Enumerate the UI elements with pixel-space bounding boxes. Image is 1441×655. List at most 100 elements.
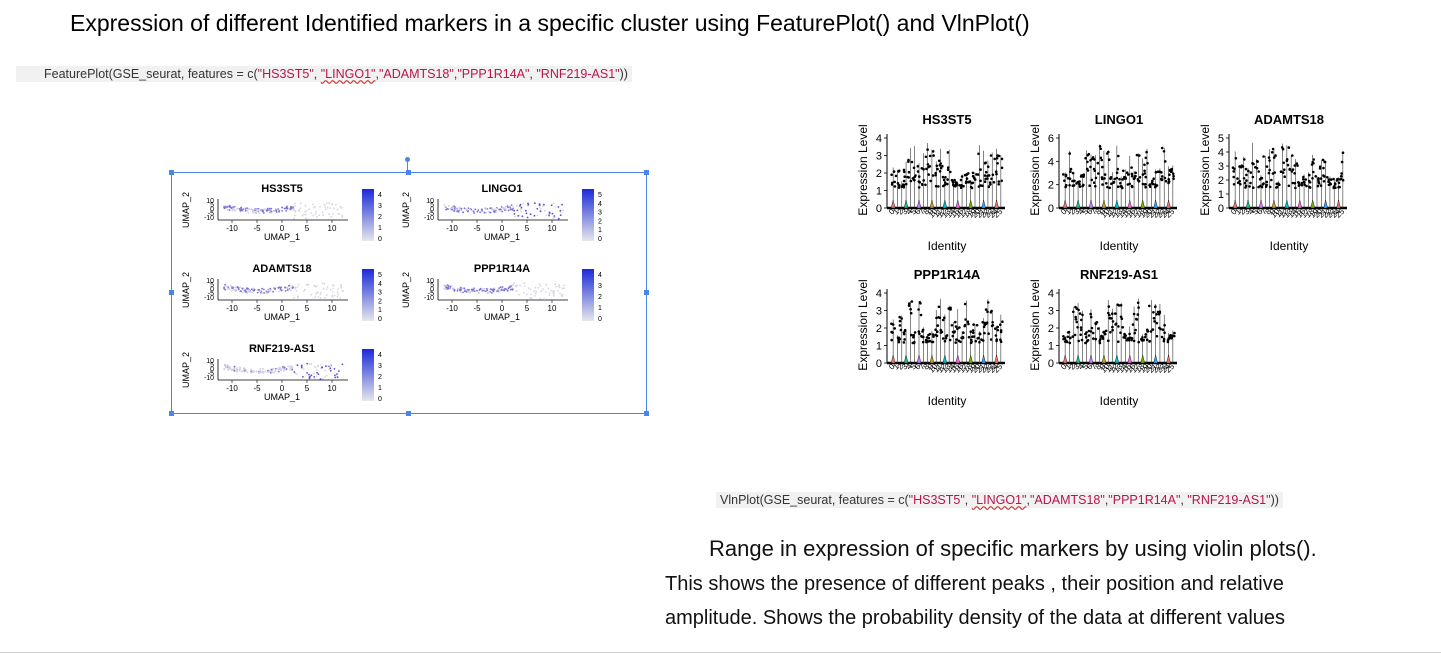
violin-point xyxy=(1124,177,1128,180)
umap-point xyxy=(232,288,235,291)
violin-points xyxy=(917,301,923,336)
featureplot-image[interactable]: HS3ST5 10 5 0 -5 -10 UMAP_2 -10 -5 0 5 10 UMAP_1 4 3 2 1… xyxy=(169,170,649,416)
resize-handle-se[interactable] xyxy=(644,411,649,416)
umap-point xyxy=(290,208,293,211)
resize-handle-s[interactable] xyxy=(406,411,411,416)
violin-point xyxy=(1316,184,1320,188)
umap-point xyxy=(263,208,265,211)
violin-point xyxy=(986,165,990,168)
y-tick-label: 0 xyxy=(430,286,434,293)
violin-point xyxy=(1076,180,1079,184)
code-sep: , xyxy=(1026,493,1030,507)
violin-point xyxy=(913,178,916,182)
y-tick-label: 2 xyxy=(1048,180,1054,192)
violin-points xyxy=(1144,328,1150,342)
violin-points xyxy=(911,166,917,182)
violin-point xyxy=(918,332,921,336)
x-tick-label: 5 xyxy=(1251,207,1261,217)
x-tick-label: 5 xyxy=(1081,207,1091,217)
violin-point xyxy=(1082,173,1086,176)
umap-point xyxy=(262,288,265,291)
violin-point xyxy=(890,322,893,326)
violin-points xyxy=(920,167,927,187)
umap-point xyxy=(325,202,328,204)
umap-point xyxy=(253,371,255,373)
violin-point xyxy=(1308,181,1312,184)
umap-point xyxy=(450,285,453,287)
violin-point xyxy=(955,182,958,185)
violin-point xyxy=(1302,175,1305,179)
umap-point xyxy=(295,290,298,292)
violin-point xyxy=(1319,177,1323,180)
umap-point xyxy=(487,291,489,294)
violin-points xyxy=(1141,163,1147,186)
violin-point xyxy=(958,326,961,329)
umap-point xyxy=(457,210,460,213)
violin-point xyxy=(1124,336,1127,340)
feature-panel-title: PPP1R14A xyxy=(474,263,530,275)
umap-point xyxy=(527,203,530,206)
violin-points xyxy=(994,325,999,343)
violin-point xyxy=(934,333,937,337)
x-tick-label: 5 xyxy=(909,207,919,217)
violin-shape xyxy=(903,354,909,364)
rotate-handle[interactable] xyxy=(405,157,410,162)
umap-point xyxy=(242,291,244,294)
umap-point xyxy=(302,368,305,370)
umap-point xyxy=(472,288,475,291)
violin-shape xyxy=(1140,199,1145,209)
resize-handle-w[interactable] xyxy=(169,290,174,295)
umap-point xyxy=(562,209,565,212)
colorbar-label: 1 xyxy=(598,227,602,234)
umap-point xyxy=(230,289,233,292)
violin-points xyxy=(971,323,979,343)
umap-point xyxy=(560,294,563,296)
colorbar-label: 3 xyxy=(598,283,602,290)
umap-point xyxy=(544,209,546,212)
violin-point xyxy=(1252,186,1255,189)
umap-point xyxy=(483,288,486,290)
violin-point xyxy=(1143,172,1147,175)
violin-points xyxy=(945,306,952,342)
vlnplot-code[interactable]: VlnPlot(GSE_seurat, features = c("HS3ST5… xyxy=(716,492,1283,508)
featureplot-code[interactable]: FeaturePlot(GSE_seurat, features = c("HS… xyxy=(16,66,632,82)
y-tick-label: 1 xyxy=(1218,189,1224,201)
violin-shape xyxy=(929,354,935,364)
violin-points xyxy=(1297,181,1304,187)
umap-point xyxy=(540,208,542,210)
violin-point xyxy=(903,170,906,174)
violin-point xyxy=(984,308,988,311)
umap-point xyxy=(466,210,469,213)
feature-panel-title: LINGO1 xyxy=(482,183,523,195)
umap-point xyxy=(316,216,318,218)
y-tick-label: -10 xyxy=(424,215,434,222)
resize-handle-sw[interactable] xyxy=(169,411,174,416)
violin-point xyxy=(1130,172,1134,176)
violin-point xyxy=(983,180,987,183)
resize-handle-nw[interactable] xyxy=(169,170,174,175)
violin-point xyxy=(1267,171,1271,175)
violin-points xyxy=(1084,152,1091,172)
x-tick-label: -5 xyxy=(253,384,261,393)
violin-point xyxy=(904,182,908,186)
violin-point xyxy=(898,324,902,327)
violin-point xyxy=(934,173,937,177)
umap-point xyxy=(453,208,456,210)
y-tick-label: -5 xyxy=(208,211,214,218)
resize-handle-ne[interactable] xyxy=(644,170,649,175)
x-tick-label: 5 xyxy=(305,384,310,393)
violin-points xyxy=(890,322,896,342)
code-suffix: )) xyxy=(619,67,628,81)
violin-point xyxy=(1079,333,1082,336)
umap-point xyxy=(244,290,247,293)
violin-points xyxy=(967,330,974,345)
resize-handle-e[interactable] xyxy=(644,290,649,295)
umap-point xyxy=(449,285,452,288)
x-axis-label: UMAP_1 xyxy=(264,232,300,242)
description-line-1: This shows the presence of different pea… xyxy=(665,573,1284,595)
resize-handle-n[interactable] xyxy=(406,170,411,175)
umap-point xyxy=(241,209,243,212)
umap-point xyxy=(317,373,320,375)
umap-point xyxy=(493,287,496,290)
